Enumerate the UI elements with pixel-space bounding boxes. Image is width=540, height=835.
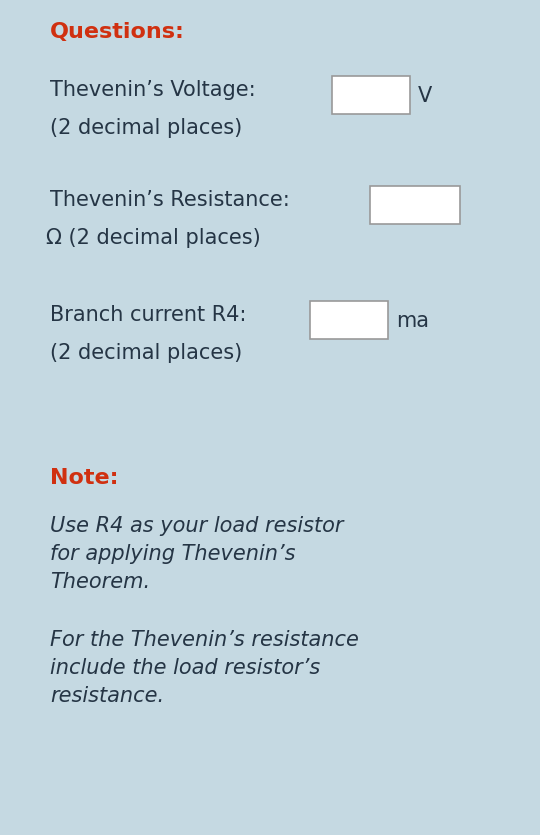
Text: (2 decimal places): (2 decimal places) [50,118,242,138]
FancyBboxPatch shape [310,301,388,339]
Text: Use R4 as your load resistor: Use R4 as your load resistor [50,516,343,536]
Text: include the load resistor’s: include the load resistor’s [50,658,320,678]
Text: For the Thevenin’s resistance: For the Thevenin’s resistance [50,630,359,650]
Text: Thevenin’s Resistance:: Thevenin’s Resistance: [50,190,290,210]
Text: resistance.: resistance. [50,686,164,706]
Text: (2 decimal places): (2 decimal places) [50,343,242,363]
Text: Theorem.: Theorem. [50,572,150,592]
Text: Ω (2 decimal places): Ω (2 decimal places) [46,228,261,248]
Text: Note:: Note: [50,468,118,488]
Text: V: V [418,86,432,106]
FancyBboxPatch shape [370,186,460,224]
Text: Questions:: Questions: [50,22,185,42]
Text: Branch current R4:: Branch current R4: [50,305,246,325]
Text: Thevenin’s Voltage:: Thevenin’s Voltage: [50,80,255,100]
FancyBboxPatch shape [332,76,410,114]
Text: for applying Thevenin’s: for applying Thevenin’s [50,544,295,564]
Text: ma: ma [396,311,429,331]
